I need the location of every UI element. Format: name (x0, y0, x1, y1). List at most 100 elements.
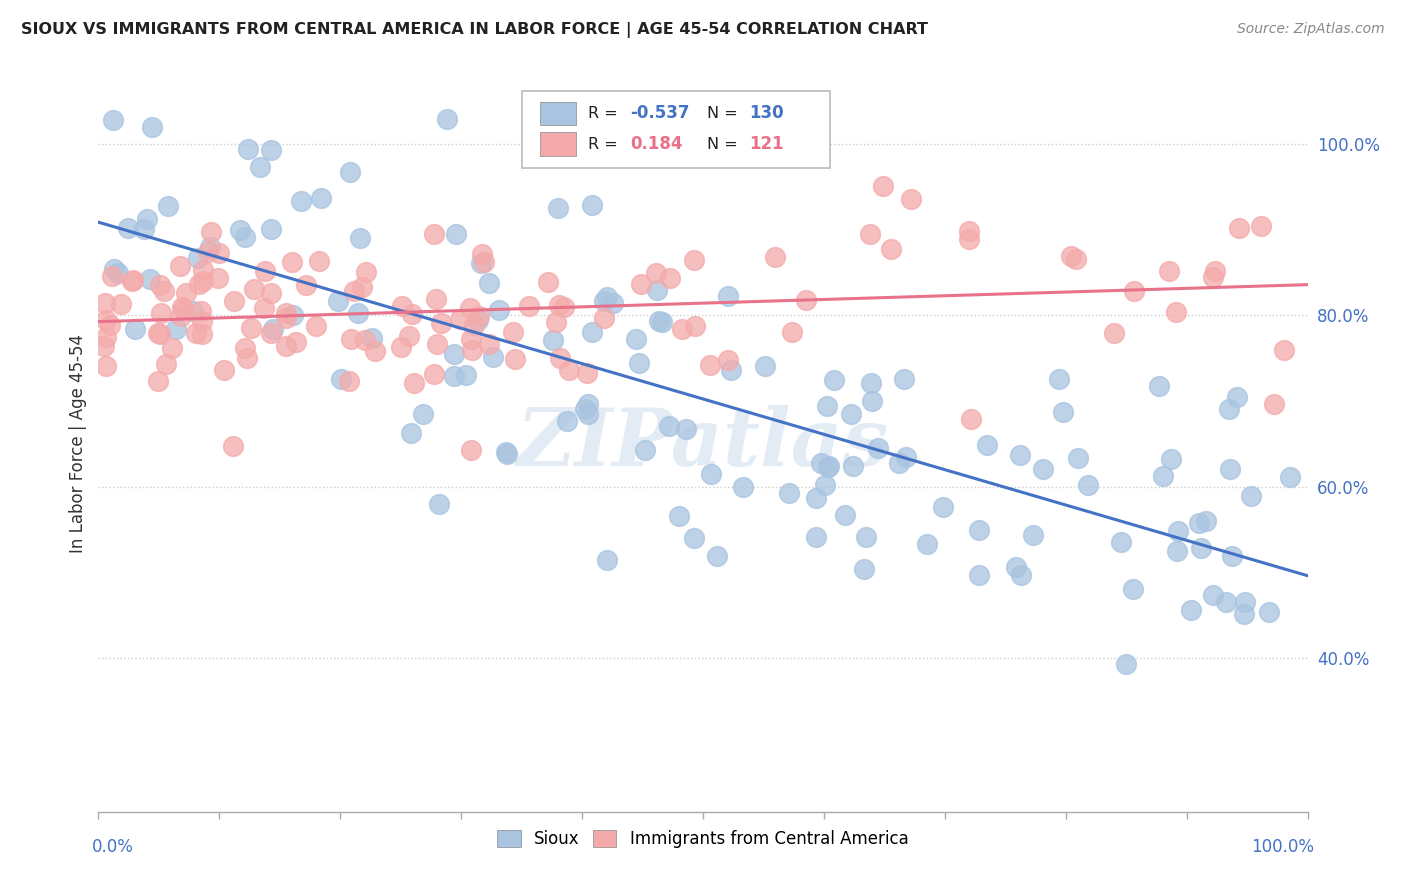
Point (853, 562, 876, 576)
Point (976, 438, 998, 452)
Point (330, 372, 353, 386)
Point (276, 306, 298, 320)
Point (121, 274, 143, 288)
Point (1278, 469, 1301, 483)
Point (1263, 397, 1285, 411)
Point (1160, 452, 1182, 467)
Point (815, 399, 838, 413)
Point (207, 271, 229, 285)
Point (548, 351, 571, 365)
Point (839, 407, 862, 421)
Point (460, 332, 482, 346)
Point (188, 277, 211, 291)
Point (659, 270, 682, 285)
Point (280, 254, 302, 268)
Point (101, 268, 124, 283)
Point (957, 224, 980, 238)
Point (149, 326, 172, 341)
Point (283, 308, 305, 322)
Point (224, 293, 246, 308)
Point (593, 293, 616, 308)
Point (148, 374, 170, 388)
Point (222, 439, 245, 453)
Point (389, 340, 412, 354)
Point (581, 325, 603, 339)
Point (96, 329, 118, 343)
Point (423, 367, 446, 381)
Point (391, 299, 413, 313)
Point (547, 298, 569, 312)
Point (1188, 516, 1211, 531)
Point (488, 302, 510, 317)
Point (117, 221, 139, 235)
Point (402, 376, 425, 390)
Point (1204, 263, 1226, 277)
Point (1258, 605, 1281, 619)
Point (1195, 514, 1218, 528)
Point (361, 331, 384, 345)
Point (253, 301, 276, 315)
Point (1218, 402, 1240, 417)
Point (172, 302, 194, 317)
Point (165, 322, 187, 336)
Point (1166, 305, 1188, 319)
Point (1189, 541, 1212, 556)
Point (1010, 568, 1032, 582)
Point (200, 240, 222, 254)
Point (706, 549, 728, 563)
Point (1008, 449, 1031, 463)
Point (1121, 582, 1143, 596)
Point (326, 293, 349, 308)
Point (339, 165, 361, 179)
Point (626, 332, 648, 346)
Point (671, 322, 693, 336)
Point (285, 335, 308, 350)
Point (124, 322, 146, 336)
Point (1047, 372, 1070, 386)
Point (354, 265, 377, 279)
Point (427, 498, 450, 512)
Point (668, 508, 690, 523)
Point (1064, 252, 1087, 266)
Point (555, 414, 578, 428)
Point (444, 227, 467, 242)
Point (169, 259, 191, 273)
Point (262, 321, 284, 335)
Point (859, 227, 882, 241)
Point (260, 144, 283, 158)
Point (648, 314, 671, 328)
Point (100, 318, 122, 333)
Point (460, 443, 482, 458)
Point (401, 426, 423, 441)
Point (398, 329, 420, 343)
Point (471, 247, 494, 261)
Point (190, 304, 212, 318)
Point (887, 457, 910, 471)
Point (575, 366, 598, 380)
Point (855, 530, 877, 544)
Point (401, 307, 423, 321)
Point (346, 306, 368, 320)
Point (122, 273, 145, 287)
Point (422, 227, 444, 241)
Point (235, 341, 257, 355)
Text: SIOUX VS IMMIGRANTS FROM CENTRAL AMERICA IN LABOR FORCE | AGE 45-54 CORRELATION : SIOUX VS IMMIGRANTS FROM CENTRAL AMERICA… (21, 22, 928, 38)
Text: 100.0%: 100.0% (1250, 838, 1313, 856)
Point (731, 480, 754, 494)
Point (675, 422, 697, 436)
Point (1219, 462, 1241, 476)
Point (481, 350, 503, 364)
Point (814, 478, 837, 492)
Point (1227, 221, 1250, 235)
Point (859, 376, 882, 391)
Point (700, 467, 723, 481)
Point (804, 491, 827, 505)
Point (170, 310, 193, 324)
Text: ZIPatlas: ZIPatlas (517, 405, 889, 483)
Point (107, 266, 129, 280)
Point (967, 523, 990, 537)
Point (156, 199, 179, 213)
Point (754, 359, 776, 373)
Point (197, 245, 219, 260)
Point (842, 458, 865, 473)
